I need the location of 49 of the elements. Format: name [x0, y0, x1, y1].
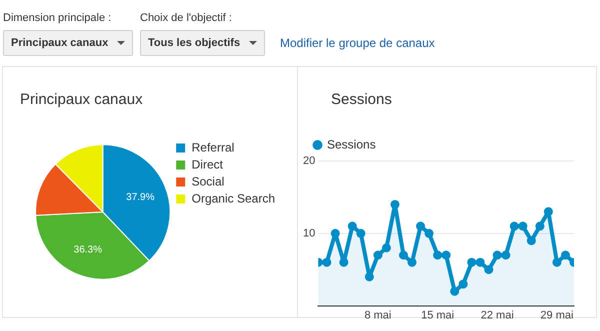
y-tick-label: 10	[302, 227, 316, 240]
text: Principaux canaux	[11, 37, 108, 49]
point	[390, 200, 400, 209]
x-tick-label: 15 mai	[421, 309, 454, 322]
legend-label: Sessions	[327, 137, 376, 152]
point	[330, 228, 340, 238]
point	[560, 250, 570, 260]
point	[348, 222, 357, 231]
point	[458, 280, 468, 289]
text: Choix de l'objectif :	[140, 12, 232, 24]
text: Tous les objectifs	[148, 37, 240, 49]
point	[322, 258, 332, 267]
point	[373, 250, 382, 260]
point	[356, 228, 366, 238]
x-tick-label: 29 mai	[540, 309, 574, 322]
point	[492, 250, 502, 260]
legend-label: Organic Search	[192, 191, 275, 206]
y-tick-label: 20	[302, 155, 316, 168]
chart-title: Sessions	[331, 91, 392, 108]
point	[398, 250, 408, 260]
data-label: 37.9%	[126, 192, 155, 203]
point	[552, 258, 562, 267]
point	[424, 228, 434, 238]
point	[339, 258, 348, 267]
point	[467, 258, 476, 267]
point	[450, 286, 460, 296]
point	[416, 222, 426, 231]
legend-label: Referral	[192, 140, 234, 154]
point	[484, 265, 494, 274]
point	[544, 207, 553, 216]
point	[442, 250, 451, 260]
point	[408, 258, 417, 267]
point	[476, 258, 485, 267]
point	[518, 222, 528, 231]
x-tick-label: 8 mai	[364, 309, 392, 322]
text: Modifier le groupe de canaux	[280, 36, 435, 50]
point	[433, 250, 442, 260]
point	[526, 236, 536, 246]
chart-title: Principaux canaux	[20, 91, 143, 108]
point	[510, 222, 519, 231]
point	[501, 250, 510, 260]
text: Dimension principale :	[3, 12, 112, 24]
point	[535, 222, 544, 231]
point	[382, 243, 391, 252]
point	[364, 272, 374, 282]
data-label: 36.3%	[74, 244, 102, 256]
x-tick-label: 22 mai	[480, 309, 514, 322]
legend-label: Social	[192, 174, 224, 188]
legend-label: Direct	[192, 157, 224, 172]
